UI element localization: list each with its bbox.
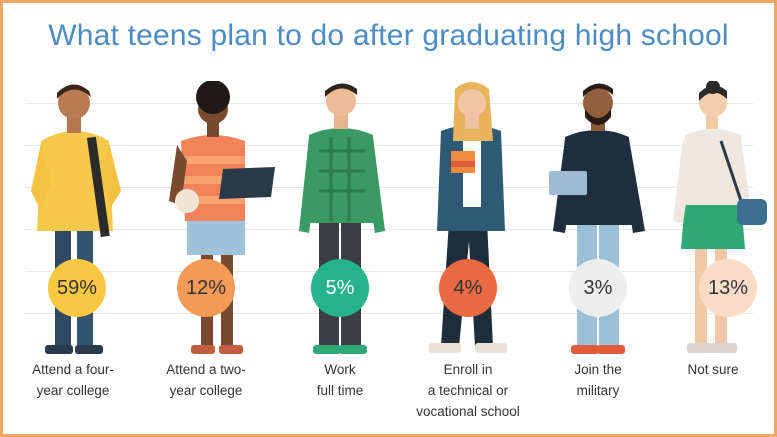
category-label-line: military	[576, 383, 620, 398]
category-label-military: Join the military	[533, 359, 663, 401]
category-label-technical-school: Enroll in a technical or vocational scho…	[403, 359, 533, 422]
grid-line	[25, 313, 753, 314]
figure-technical-student	[415, 81, 535, 361]
category-label-line: Work	[324, 362, 356, 377]
category-label-four-year-college: Attend a four- year college	[8, 359, 138, 401]
category-label-line: vocational school	[416, 404, 520, 419]
grid-line	[25, 103, 753, 104]
category-label-line: Attend a four-	[32, 362, 114, 377]
value-badge-military: 3%	[569, 259, 627, 317]
value-badge-two-year-college: 12%	[177, 259, 235, 317]
category-label-two-year-college: Attend a two- year college	[141, 359, 271, 401]
figure-undecided-student	[661, 81, 774, 361]
category-label-line: a technical or	[427, 383, 509, 398]
value-badge-work-full-time: 5%	[311, 259, 369, 317]
category-label-line: year college	[169, 383, 243, 398]
category-label-line: Not sure	[687, 362, 739, 377]
figure-worker	[289, 81, 409, 361]
category-label-line: full time	[316, 383, 364, 398]
category-label-work-full-time: Work full time	[275, 359, 405, 401]
category-label-line: Join the	[574, 362, 622, 377]
category-label-not-sure: Not sure	[648, 359, 774, 380]
grid-line	[25, 145, 753, 146]
grid-line	[25, 229, 753, 230]
grid-line	[25, 187, 753, 188]
value-badge-four-year-college: 59%	[48, 259, 106, 317]
value-badge-not-sure: 13%	[699, 259, 757, 317]
figure-four-year-student	[17, 81, 137, 361]
category-label-line: Enroll in	[443, 362, 493, 377]
grid-line	[25, 271, 753, 272]
chart-title: What teens plan to do after graduating h…	[48, 19, 729, 52]
figure-military-recruit	[543, 81, 663, 361]
category-label-line: Attend a two-	[166, 362, 246, 377]
value-badge-technical-school: 4%	[439, 259, 497, 317]
category-label-line: year college	[36, 383, 110, 398]
figure-two-year-student	[165, 81, 285, 361]
